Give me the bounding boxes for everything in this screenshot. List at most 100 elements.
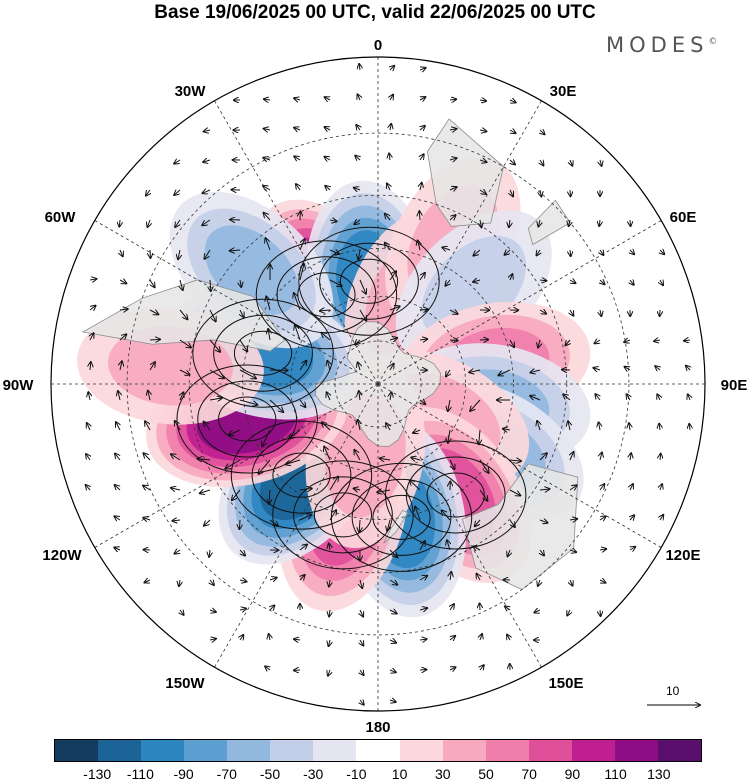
meridian-line — [377, 383, 542, 668]
wind-vector-arrow — [599, 422, 600, 431]
wind-vector-arrow — [204, 249, 211, 259]
wind-vector-arrow — [569, 485, 577, 490]
wind-vector-arrow — [510, 189, 513, 196]
wind-vector-arrow — [360, 700, 364, 705]
wind-vector-arrow — [299, 361, 306, 371]
wind-vector-arrow — [450, 636, 455, 640]
wind-vector-arrow — [389, 153, 390, 161]
streamline-loop — [293, 476, 393, 554]
wind-vector-arrow — [230, 250, 241, 251]
wind-vector-arrow — [210, 580, 214, 585]
wind-vector-arrow — [599, 219, 600, 226]
wind-vector-arrow — [442, 510, 451, 521]
wind-vector-arrow — [360, 670, 364, 675]
wind-vector-arrow — [88, 392, 90, 401]
wind-vector-arrow — [264, 129, 271, 130]
wind-vector-arrow — [390, 66, 394, 70]
wind-vector-arrow — [209, 369, 224, 378]
colorbar-tick-label: -130 — [83, 766, 112, 782]
longitude-label: 90E — [721, 377, 748, 394]
wind-vector-arrow — [179, 369, 190, 375]
wind-vector-arrow — [299, 515, 311, 521]
meridian-line — [377, 383, 662, 548]
wind-vector-arrow — [567, 610, 570, 615]
wind-vector-arrow — [389, 610, 397, 613]
wind-vector-arrow — [600, 484, 604, 491]
wind-vector-arrow — [684, 340, 691, 341]
wind-vector-arrow — [510, 519, 515, 527]
wind-vector-arrow — [240, 549, 245, 556]
streamline-loop — [213, 314, 313, 392]
streamline-loop — [255, 240, 398, 350]
wind-vector-arrow — [327, 361, 330, 371]
streamline-layer — [86, 64, 690, 705]
wind-vector-arrow — [625, 367, 630, 370]
wind-vector-arrow — [419, 68, 426, 70]
wind-vector-arrow — [498, 369, 511, 375]
australia-landmass — [462, 463, 579, 591]
wind-vector-arrow — [449, 158, 457, 160]
wind-vector-arrow — [324, 127, 330, 130]
wind-vector-arrow — [354, 220, 361, 224]
colorbar-segment — [141, 740, 185, 761]
wind-vector-arrow — [569, 219, 570, 226]
colorbar-tick-label: -30 — [303, 766, 324, 782]
madagascar-landmass — [527, 199, 571, 246]
wind-vector-arrow — [630, 250, 634, 254]
wind-vector-arrow — [600, 453, 602, 461]
wind-vector-arrow — [143, 453, 151, 461]
streamline-loop — [276, 256, 377, 334]
wind-vector-arrow — [299, 239, 305, 251]
wind-vector-arrow — [174, 190, 181, 195]
wind-vector-arrow — [358, 420, 360, 431]
wind-vector-arrow — [450, 572, 451, 581]
wind-vector-arrow — [359, 519, 360, 532]
longitude-label: 30W — [175, 83, 207, 100]
wind-vector-arrow — [358, 362, 360, 371]
wind-vector-arrow — [419, 309, 428, 310]
wind-vector-arrow — [178, 249, 180, 259]
wind-vector-arrow — [116, 422, 120, 431]
wind-vector-arrow — [630, 484, 633, 491]
wind-vector-arrow — [539, 280, 546, 281]
meridian-line — [214, 383, 379, 668]
streamline-loop — [351, 478, 452, 556]
wind-vector-arrow — [449, 99, 456, 100]
reference-vector-label: 10 — [666, 684, 680, 698]
streamline-loop — [405, 456, 506, 534]
wind-vector-arrow — [449, 340, 458, 341]
wind-vector-arrow — [180, 610, 184, 615]
wind-vector-arrow — [415, 507, 421, 521]
wind-vector-arrow — [411, 457, 421, 460]
wind-vector-arrow — [239, 609, 246, 610]
wind-vector-arrow — [570, 249, 571, 256]
wind-vector-arrow — [356, 125, 360, 130]
wind-vector-arrow — [508, 549, 510, 556]
wind-vector-arrow — [115, 485, 120, 490]
wind-vector-arrow — [321, 333, 331, 341]
grid-layer — [51, 57, 705, 711]
colorbar-segment — [270, 740, 314, 761]
wind-vector-arrow — [89, 306, 96, 310]
modes-logo: MODES© — [606, 33, 717, 57]
longitude-label: 120W — [42, 547, 82, 564]
wind-vector-arrow — [539, 310, 546, 314]
wind-vector-arrow — [300, 575, 305, 580]
wind-vector-arrow — [389, 580, 397, 585]
wind-vector-arrow — [143, 486, 151, 490]
colorbar-segment — [55, 740, 99, 761]
wind-vector-arrow — [539, 489, 549, 490]
wind-vector-arrow — [119, 309, 128, 310]
wind-vector-arrow — [627, 394, 630, 401]
wind-vector-arrow — [329, 639, 330, 646]
wind-vector-arrow — [239, 399, 257, 405]
streamline-loop — [218, 396, 277, 442]
wind-vector-arrow — [120, 361, 122, 371]
wind-vector-arrow — [320, 310, 331, 311]
wind-vector-arrow — [420, 183, 422, 191]
wind-vector-arrow — [419, 541, 425, 551]
wind-vector-arrow — [327, 392, 330, 401]
wind-vector-arrow — [599, 549, 606, 550]
colorbar-segment — [657, 740, 701, 761]
wind-vector-arrow — [325, 186, 330, 190]
